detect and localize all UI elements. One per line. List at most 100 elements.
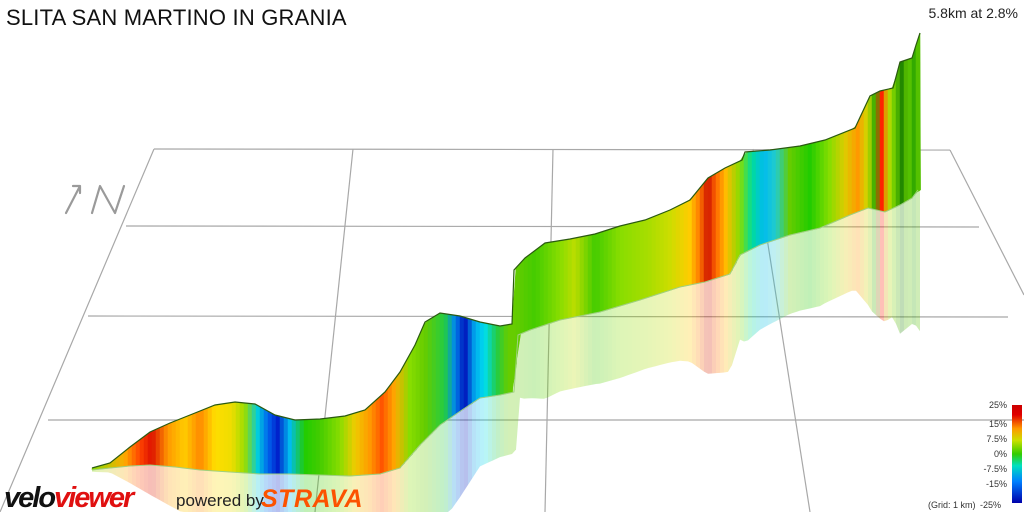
reflection-slice (288, 474, 292, 512)
reflection-slice (732, 262, 736, 366)
segment-title: SLITA SAN MARTINO IN GRANIA (6, 5, 347, 30)
reflection-slice (252, 473, 256, 512)
reflection-slice (528, 329, 532, 399)
reflection-slice (792, 233, 796, 314)
segment-stats: 5.8km at 2.8% (928, 5, 1019, 21)
reflection-slice (124, 466, 128, 483)
reflection-slice (688, 284, 692, 363)
profile-top-edge (91, 32, 921, 469)
legend-label-min: -25% (980, 500, 1002, 510)
north-arrow-icon (64, 184, 126, 215)
reflection-slice (116, 467, 120, 478)
reflection-slice (484, 396, 488, 465)
reflection-slice (192, 469, 196, 512)
reflection-slice (840, 217, 844, 297)
reflection-slice (284, 474, 288, 512)
reflection-slice (100, 468, 104, 473)
strava-logo[interactable]: STRAVA (261, 485, 364, 513)
reflection-slice (380, 472, 384, 512)
reflection-slice (764, 242, 768, 328)
reflection-slice (868, 208, 872, 312)
reflection-slice (136, 465, 140, 489)
reflection-slice (564, 318, 568, 391)
reflection-slice (256, 473, 260, 512)
reflection-slice (416, 445, 420, 512)
reflection-slice (404, 458, 408, 512)
reflection-slice (672, 288, 676, 363)
reflection-slice (300, 474, 304, 512)
reflection-slice (156, 465, 160, 501)
reflection-slice (620, 304, 624, 378)
reflection-slice (264, 474, 268, 512)
reflection-slice (604, 309, 608, 383)
reflection-slice (640, 298, 644, 371)
reflection-slice (696, 283, 700, 369)
reflection-slice (368, 474, 372, 512)
reflection-slice (600, 310, 604, 384)
reflection-slice (204, 470, 208, 512)
reflection-slice (200, 470, 204, 512)
reflection-slice (444, 419, 448, 512)
reflection-slice (544, 324, 548, 399)
reflection-slice (384, 471, 388, 512)
reflection-slice (320, 475, 324, 512)
reflection-slice (408, 454, 412, 512)
reflection-slice (184, 468, 188, 512)
reflection-slice (372, 474, 376, 512)
reflection-slice (112, 467, 116, 476)
reflection-slice (708, 279, 712, 374)
reflection-slice (392, 469, 396, 512)
reflection-slice (652, 294, 656, 368)
reflection-slice (796, 232, 800, 312)
reflection-slice (188, 468, 192, 512)
reflection-slice (336, 475, 340, 512)
reflection-slice (464, 406, 468, 491)
reflection-slice (340, 475, 344, 512)
reflection-slice (552, 321, 556, 396)
reflection-slice (488, 396, 492, 463)
reflection-slice (584, 314, 588, 387)
reflection-slice (460, 408, 464, 498)
reflection-slice (800, 231, 804, 311)
reflection-slice (776, 238, 780, 322)
reflection-slice (900, 202, 904, 334)
reflection-slice (344, 475, 348, 512)
veloviewer-logo[interactable]: veloviewer (4, 482, 134, 514)
reflection-slice (836, 219, 840, 298)
reflection-slice (316, 474, 320, 512)
reflection-slice (228, 471, 232, 512)
reflection-slice (468, 403, 472, 485)
reflection-slice (396, 468, 400, 512)
legend-label-7: 7.5% (986, 434, 1007, 444)
reflection-slice (656, 293, 660, 367)
reflection-slice (912, 192, 916, 326)
reflection-slice (148, 465, 152, 496)
reflection-slice (508, 392, 512, 456)
reflection-slice (712, 278, 716, 374)
reflection-slice (704, 281, 708, 374)
reflection-slice (280, 474, 284, 512)
reflection-slice (904, 200, 908, 331)
reflection-slice (180, 467, 184, 512)
reflection-slice (492, 395, 496, 461)
powered-by-text: powered by (176, 491, 264, 510)
reflection-slice (612, 307, 616, 381)
reflection-slice (212, 470, 216, 512)
reflection-slice (580, 315, 584, 388)
reflection-slice (424, 437, 428, 512)
reflection-slice (844, 215, 848, 295)
reflection-slice (788, 234, 792, 315)
reflection-slice (824, 224, 828, 304)
reflection-slice (676, 287, 680, 362)
reflection-slice (496, 395, 500, 459)
reflection-slice (804, 230, 808, 310)
reflection-slice (388, 470, 392, 512)
grid-scale-note: (Grid: 1 km) -25% (928, 500, 1001, 510)
legend-label-0: 0% (993, 449, 1007, 459)
reflection-slice (128, 465, 132, 485)
reflection-slice (276, 474, 280, 512)
profile-base-edge (91, 189, 919, 477)
reflection-slice (856, 211, 860, 296)
reflection-slice (216, 471, 220, 512)
